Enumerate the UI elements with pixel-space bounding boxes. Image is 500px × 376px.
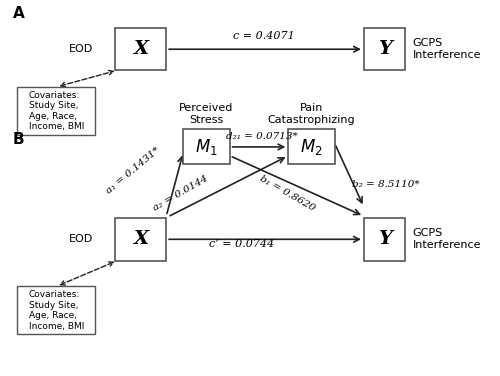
Text: A: A [12,6,24,21]
FancyBboxPatch shape [364,218,406,261]
Text: a₁ = 0.1431*: a₁ = 0.1431* [105,146,162,196]
Text: Perceived
Stress: Perceived Stress [179,103,234,125]
Text: Pain
Catastrophizing: Pain Catastrophizing [268,103,356,125]
FancyBboxPatch shape [18,287,96,334]
Text: Y: Y [378,40,392,58]
FancyBboxPatch shape [288,129,335,164]
Text: Y: Y [378,230,392,248]
Text: EOD: EOD [69,44,93,54]
Text: c’ = 0.0744: c’ = 0.0744 [209,239,274,249]
Text: b₂ = 8.5110*: b₂ = 8.5110* [352,180,420,189]
Text: a₂ = 0.0144: a₂ = 0.0144 [152,174,210,212]
Text: c = 0.4071: c = 0.4071 [233,32,294,41]
FancyBboxPatch shape [184,129,230,164]
Text: $M_1$: $M_1$ [195,137,218,157]
Text: B: B [12,132,24,147]
Text: GCPS
Interference: GCPS Interference [412,38,481,60]
FancyBboxPatch shape [115,218,166,261]
Text: $M_2$: $M_2$ [300,137,322,157]
Text: EOD: EOD [69,234,93,244]
Text: X: X [133,40,148,58]
FancyBboxPatch shape [18,87,96,135]
Text: GCPS
Interference: GCPS Interference [412,228,481,250]
FancyBboxPatch shape [364,28,406,70]
Text: Covariates:
Study Site,
Age, Race,
Income, BMI: Covariates: Study Site, Age, Race, Incom… [29,290,84,331]
Text: d₂₁ = 0.0713*: d₂₁ = 0.0713* [226,132,298,141]
Text: b₁ = 0.8620: b₁ = 0.8620 [258,173,316,212]
Text: X: X [133,230,148,248]
Text: Covariates:
Study Site,
Age, Race,
Income, BMI: Covariates: Study Site, Age, Race, Incom… [29,91,84,131]
FancyBboxPatch shape [115,28,166,70]
